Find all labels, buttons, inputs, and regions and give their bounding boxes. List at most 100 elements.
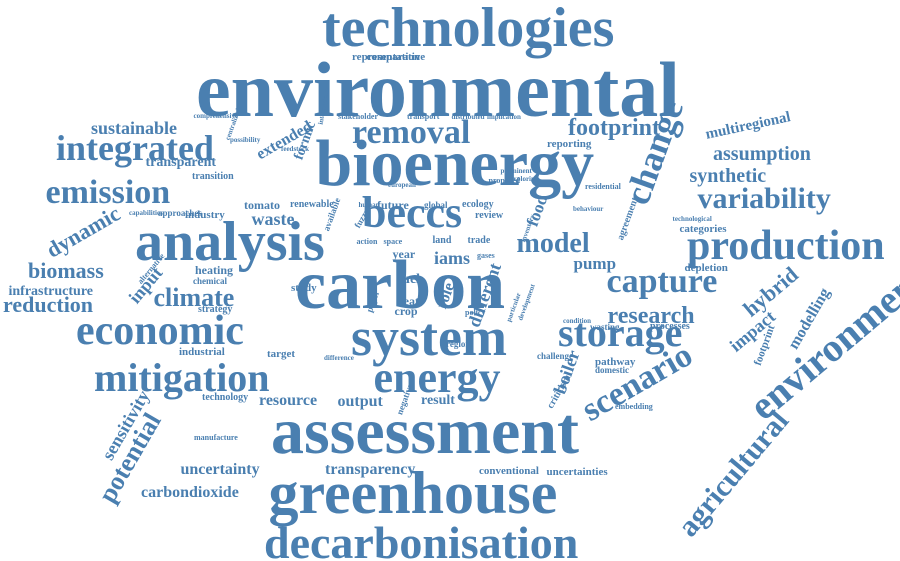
word-sustainable: sustainable: [91, 118, 178, 138]
word-technological: technological: [672, 214, 712, 223]
word-greenhouse: greenhouse: [268, 460, 558, 526]
word-possibility: possibility: [230, 135, 261, 144]
word-resource: resource: [259, 392, 318, 409]
word-challenge: challenge: [537, 350, 573, 361]
word-global: global: [424, 199, 448, 210]
word-feedstock: feedstock: [281, 144, 309, 153]
word-land: land: [432, 235, 452, 246]
word-exploring: exploring: [510, 174, 539, 183]
word-infrastructure: infrastructure: [8, 284, 94, 299]
word-behaviour: behaviour: [573, 204, 604, 213]
word-technologies: technologies: [322, 0, 615, 59]
word-agricultural: agricultural: [670, 404, 795, 544]
word-assessment: assessment: [271, 395, 579, 468]
word-tomato: tomato: [244, 198, 280, 212]
word-renewable: renewable: [290, 199, 334, 210]
word-production: production: [687, 223, 885, 269]
word-european: european: [388, 180, 416, 189]
word-year: year: [392, 247, 416, 261]
word-transparent: transparent: [145, 155, 217, 170]
word-trade: trade: [467, 235, 491, 246]
word-waste: waste: [251, 209, 295, 229]
word-region: region: [446, 338, 471, 349]
word-heat: heat: [397, 294, 419, 308]
word-carbon: carbon: [295, 247, 505, 324]
word-storage: storage: [558, 310, 683, 355]
word-model: model: [516, 228, 590, 259]
word-conventional: conventional: [479, 464, 539, 477]
word-footprint: footprint: [568, 115, 660, 141]
word-reduction: reduction: [3, 292, 94, 317]
word-residential: residential: [585, 182, 621, 191]
word-future: future: [377, 198, 409, 212]
word-variability: variability: [697, 182, 831, 215]
word-beccs: beccs: [362, 188, 463, 237]
word-assumption: assumption: [713, 143, 811, 165]
word-removal: removal: [352, 114, 471, 151]
word-climate: climate: [153, 283, 235, 312]
word-transition: transition: [192, 171, 234, 182]
word-output: output: [337, 393, 383, 410]
word-categories: categories: [679, 222, 727, 235]
word-action: action: [356, 237, 378, 246]
word-target: target: [267, 347, 296, 360]
word-dynamic: dynamic: [41, 200, 124, 263]
word-processes: processes: [650, 321, 690, 332]
word-comparative: comparative: [366, 50, 426, 63]
word-transparency: transparency: [325, 461, 416, 478]
word-synthetic: synthetic: [689, 165, 767, 187]
word-analysis: analysis: [135, 211, 325, 273]
word-iams: iams: [434, 248, 470, 268]
word-depletion: depletion: [684, 261, 728, 274]
word-carbondioxide: carbondioxide: [141, 484, 239, 501]
word-transport: transport: [407, 112, 440, 121]
word-wasting: wasting: [590, 321, 620, 332]
word-industrial: industrial: [179, 345, 225, 358]
word-fuel: fuel: [397, 272, 421, 287]
word-system: system: [351, 307, 507, 367]
word-manufacture: manufacture: [194, 433, 238, 442]
word-research: research: [607, 303, 695, 329]
word-emission: emission: [45, 174, 171, 211]
word-development: development: [516, 282, 537, 322]
word-space: space: [383, 237, 403, 246]
word-condition: condition: [563, 316, 592, 325]
word-human: human: [358, 200, 380, 209]
word-pathway: pathway: [595, 355, 636, 368]
word-embedding: embedding: [615, 402, 653, 411]
word-reporting: reporting: [547, 137, 592, 150]
word-multiregional: multiregional: [704, 108, 793, 143]
word-comprehensive: comprehensive: [193, 111, 239, 120]
word-environmental: environmental: [196, 46, 680, 133]
word-approaches: approaches: [158, 207, 202, 218]
word-strategy: strategy: [198, 304, 233, 315]
word-biomass: biomass: [28, 258, 104, 283]
word-decarbonisation: decarbonisation: [264, 517, 579, 561]
word-pump: pump: [573, 253, 617, 273]
word-chemical: chemical: [193, 275, 227, 286]
word-stakeholder: stakeholder: [338, 112, 378, 121]
word-gases: gases: [477, 251, 495, 260]
word-industry: industry: [185, 208, 225, 221]
word-uncertainties: uncertainties: [546, 465, 608, 478]
word-domestic: domestic: [595, 364, 629, 375]
word-economic: economic: [76, 308, 244, 354]
word-prominent: prominent: [500, 166, 532, 175]
word-capture: capture: [606, 263, 718, 300]
word-capabilities: capabilities: [129, 208, 163, 217]
word-bioenergy: bioenergy: [315, 127, 595, 200]
word-study: study: [291, 281, 317, 294]
word-crop: crop: [394, 304, 418, 318]
word-energy: energy: [373, 353, 501, 402]
word-agreement: agreement: [614, 195, 641, 242]
word-result: result: [421, 393, 455, 408]
word-mitigation: mitigation: [94, 355, 270, 400]
word-representation: representation: [352, 50, 421, 63]
word-distributed: distributed: [451, 112, 485, 121]
word-implication: implication: [487, 112, 521, 121]
word-review: review: [475, 210, 504, 221]
word-uncertainty: uncertainty: [180, 461, 260, 478]
word-policy: policy: [465, 308, 486, 317]
word-proposed: proposed: [488, 176, 520, 185]
